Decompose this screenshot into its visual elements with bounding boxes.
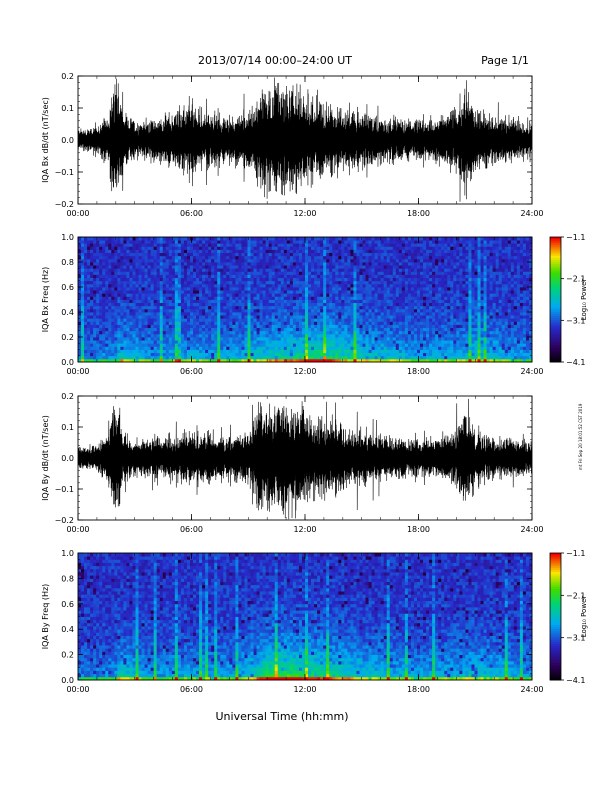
panels: 0.20.10.0−0.1−0.200:00 06:00 12:00 18:00 24:… [41,72,588,694]
colorbar-tick-label: −3.1 [566,634,585,643]
colorbar-tick-label: −2.1 [566,591,585,600]
x-axis-label: Universal Time (hh:mm) [216,710,349,723]
series-trace [78,398,532,520]
panel-2: −1.1 −2.1 −3.1 −4.1 Log₁₀ Power 1.0 0.8 0.6 0.4 0… [41,233,588,376]
colorbar-label: Log₁₀ Power [580,596,588,638]
colorbar-tick-label: −4.1 [566,358,585,367]
page-indicator: Page 1/1 [481,54,529,67]
x-tick-label: 06:00 [180,685,203,694]
colorbar-tick-label: −1.1 [566,549,585,558]
y-tick-label: 0.2 [61,392,74,401]
colorbar-tick-label: −3.1 [566,316,585,325]
y-tick-label: 0.6 [61,283,74,292]
y-tick-label: 0.8 [61,258,74,267]
y-tick-label: −0.2 [55,516,74,525]
x-tick-label: 00:00 [66,367,89,376]
y-tick-label: 0.4 [61,308,74,317]
y-tick-label: −0.1 [55,168,74,177]
x-tick-label: 24:00 [520,685,543,694]
y-tick-label: 0.0 [61,454,74,463]
colorbar: −1.1 −2.1 −3.1 −4.1 Log₁₀ Power [549,233,588,367]
x-tick-label: 00:00 [66,685,89,694]
y-axis-label: IQA Bx Freq (Hz) [41,267,50,333]
y-tick-label: 0.0 [61,136,74,145]
y-tick-label: 0.2 [61,651,74,660]
x-tick-label: 24:00 [520,525,543,534]
y-tick-label: 1.0 [61,549,74,558]
x-tick-label: 18:00 [407,367,430,376]
x-tick-label: 12:00 [293,209,316,218]
y-tick-label: 0.0 [61,358,74,367]
colorbar-tick-label: −4.1 [566,676,585,685]
spectrogram [78,237,533,363]
series-trace [78,77,532,202]
y-tick-label: 0.8 [61,574,74,583]
x-tick-label: 12:00 [293,525,316,534]
side-note: mt Fri Sep 20 18:01:52 CST 2019 [578,403,583,470]
y-tick-label: 0.0 [61,676,74,685]
x-tick-label: 12:00 [293,685,316,694]
y-tick-label: 0.4 [61,625,74,634]
y-tick-label: −0.2 [55,200,74,209]
y-tick-label: 0.2 [61,72,74,81]
x-tick-label: 18:00 [407,685,430,694]
colorbar-label: Log₁₀ Power [580,279,588,321]
y-axis-label: IQA By Freq (Hz) [41,584,50,650]
panel-4: −1.1 −2.1 −3.1 −4.1 Log₁₀ Power 1.0 0.8 0.6 0.4 0… [41,549,588,694]
x-tick-label: 00:00 [66,209,89,218]
panel-1: 0.2 0.1 0.0 −0.1 −0.200:00 06:00 12:00 18:00 24:… [41,72,544,218]
y-tick-label: 0.2 [61,333,74,342]
figure-title: 2013/07/14 00:00–24:00 UT [198,54,352,67]
x-tick-label: 24:00 [520,367,543,376]
y-tick-label: 0.1 [61,423,74,432]
x-tick-label: 00:00 [66,525,89,534]
y-tick-label: 0.6 [61,600,74,609]
colorbar: −1.1 −2.1 −3.1 −4.1 Log₁₀ Power [549,549,588,685]
x-tick-label: 06:00 [180,209,203,218]
x-tick-label: 06:00 [180,367,203,376]
x-tick-label: 06:00 [180,525,203,534]
colorbar-tick-label: −1.1 [566,233,585,242]
y-tick-label: −0.1 [55,485,74,494]
x-tick-label: 12:00 [293,367,316,376]
x-tick-label: 18:00 [407,525,430,534]
x-tick-label: 18:00 [407,209,430,218]
colorbar-tick-label: −2.1 [566,275,585,284]
y-axis-label: IQA Bx dB/dt (nT/sec) [41,97,50,183]
y-axis-label: IQA By dB/dt (nT/sec) [41,415,50,501]
y-tick-label: 0.1 [61,104,74,113]
y-tick-label: 1.0 [61,233,74,242]
spectrogram [78,553,533,681]
panel-3: 0.2 0.1 0.0 −0.1 −0.200:00 06:00 12:00 18:00 24:… [41,392,544,534]
x-tick-label: 24:00 [520,209,543,218]
